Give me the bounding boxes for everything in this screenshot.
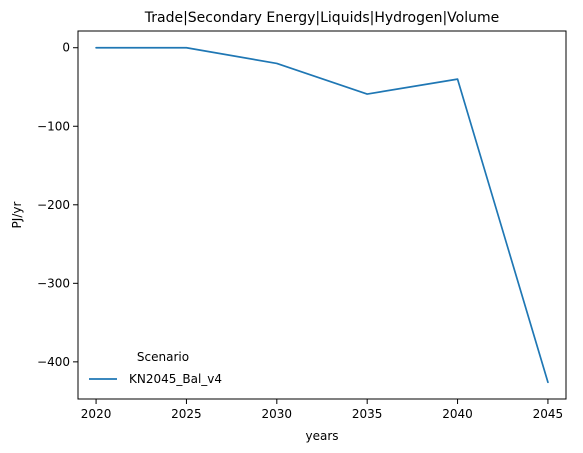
y-tick-label: −300 xyxy=(37,276,70,290)
x-tick-label: 2035 xyxy=(352,407,383,421)
y-tick-label: −400 xyxy=(37,355,70,369)
x-tick-label: 2030 xyxy=(262,407,293,421)
x-tick-label: 2020 xyxy=(81,407,112,421)
x-tick-label: 2025 xyxy=(171,407,202,421)
axes xyxy=(77,30,567,400)
plot-frame xyxy=(77,30,567,400)
chart-title: Trade|Secondary Energy|Liquids|Hydrogen|… xyxy=(144,10,499,26)
legend-item-label: KN2045_Bal_v4 xyxy=(129,372,222,386)
y-tick-label: 0 xyxy=(62,41,70,55)
series-line xyxy=(95,46,549,384)
ticks: 2020 2025 2030 2035 2040 2045 0 −100 −200 −300 −40… xyxy=(37,41,563,421)
x-axis-label: years xyxy=(305,429,338,443)
y-axis-label: PJ/yr xyxy=(10,202,24,229)
y-tick-label: −200 xyxy=(37,198,70,212)
x-tick-label: 2040 xyxy=(442,407,473,421)
x-tick-label: 2045 xyxy=(533,407,564,421)
legend: Scenario KN2045_Bal_v4 xyxy=(89,350,222,386)
legend-title: Scenario xyxy=(137,350,189,364)
y-tick-label: −100 xyxy=(37,119,70,133)
series xyxy=(95,46,549,384)
